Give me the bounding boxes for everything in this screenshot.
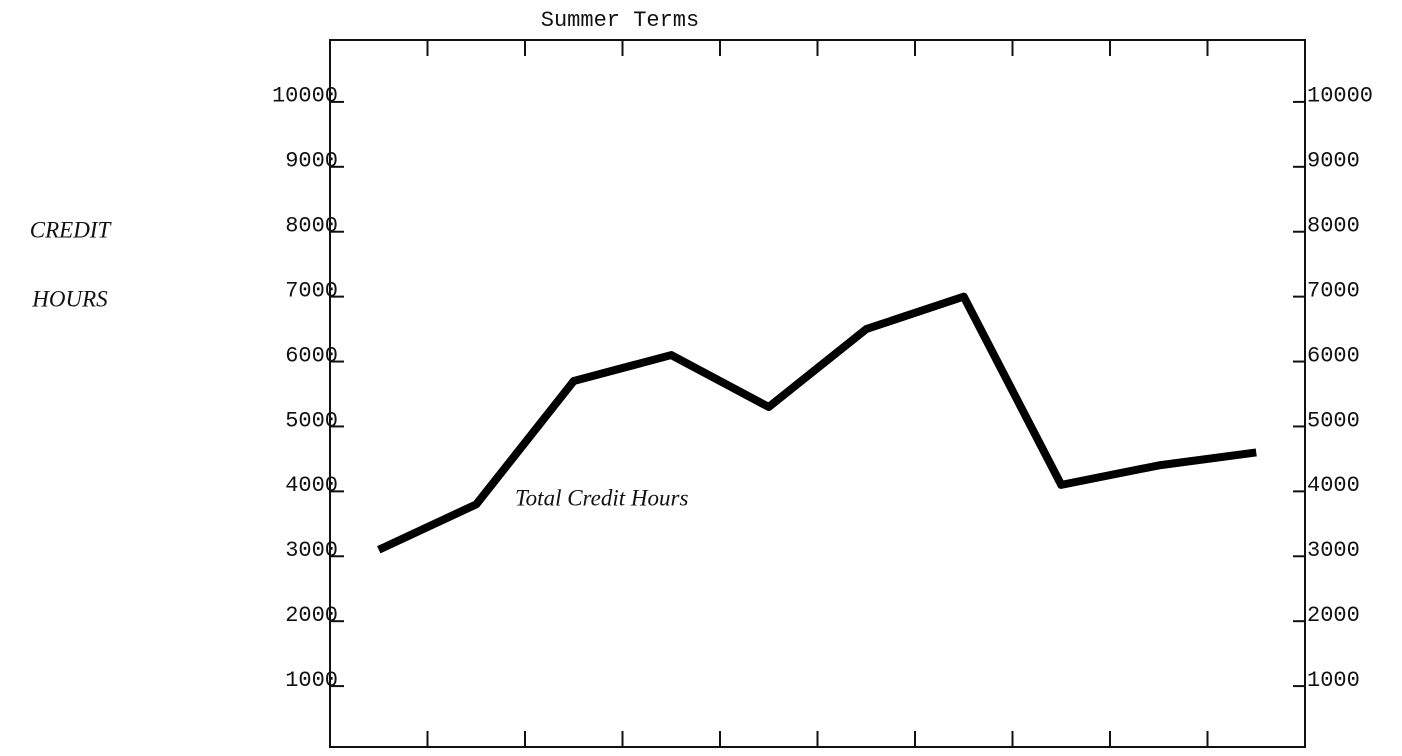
y-axis-label: CREDIT	[30, 217, 113, 242]
plot-frame	[329, 39, 1306, 748]
y2-tick-label: 4000	[1307, 473, 1360, 498]
y2-tick-label: 1000	[1307, 668, 1360, 693]
data-line	[377, 292, 1257, 554]
annotation: Total Credit Hours	[515, 485, 688, 510]
y-tick-label: 7000	[285, 278, 338, 303]
y-tick-label: 9000	[285, 149, 338, 174]
y2-tick-label: 9000	[1307, 149, 1360, 174]
y2-tick-label: 2000	[1307, 603, 1360, 628]
y-tick-label: 10000	[272, 84, 338, 109]
y2-tick-label: 10000	[1307, 84, 1373, 109]
y-tick-label: 4000	[285, 473, 338, 498]
y-tick-label: 6000	[285, 343, 338, 368]
y2-tick-label: 3000	[1307, 538, 1360, 563]
y-tick-label: 8000	[285, 214, 338, 239]
y-axis-label: HOURS	[31, 286, 108, 311]
y2-tick-label: 8000	[1307, 214, 1360, 239]
y2-tick-label: 7000	[1307, 278, 1360, 303]
y-tick-label: 1000	[285, 668, 338, 693]
y2-tick-label: 5000	[1307, 408, 1360, 433]
chart-title: Summer Terms	[541, 8, 699, 33]
y-tick-label: 3000	[285, 538, 338, 563]
y2-tick-label: 6000	[1307, 343, 1360, 368]
y-tick-label: 5000	[285, 408, 338, 433]
y-tick-label: 2000	[285, 603, 338, 628]
